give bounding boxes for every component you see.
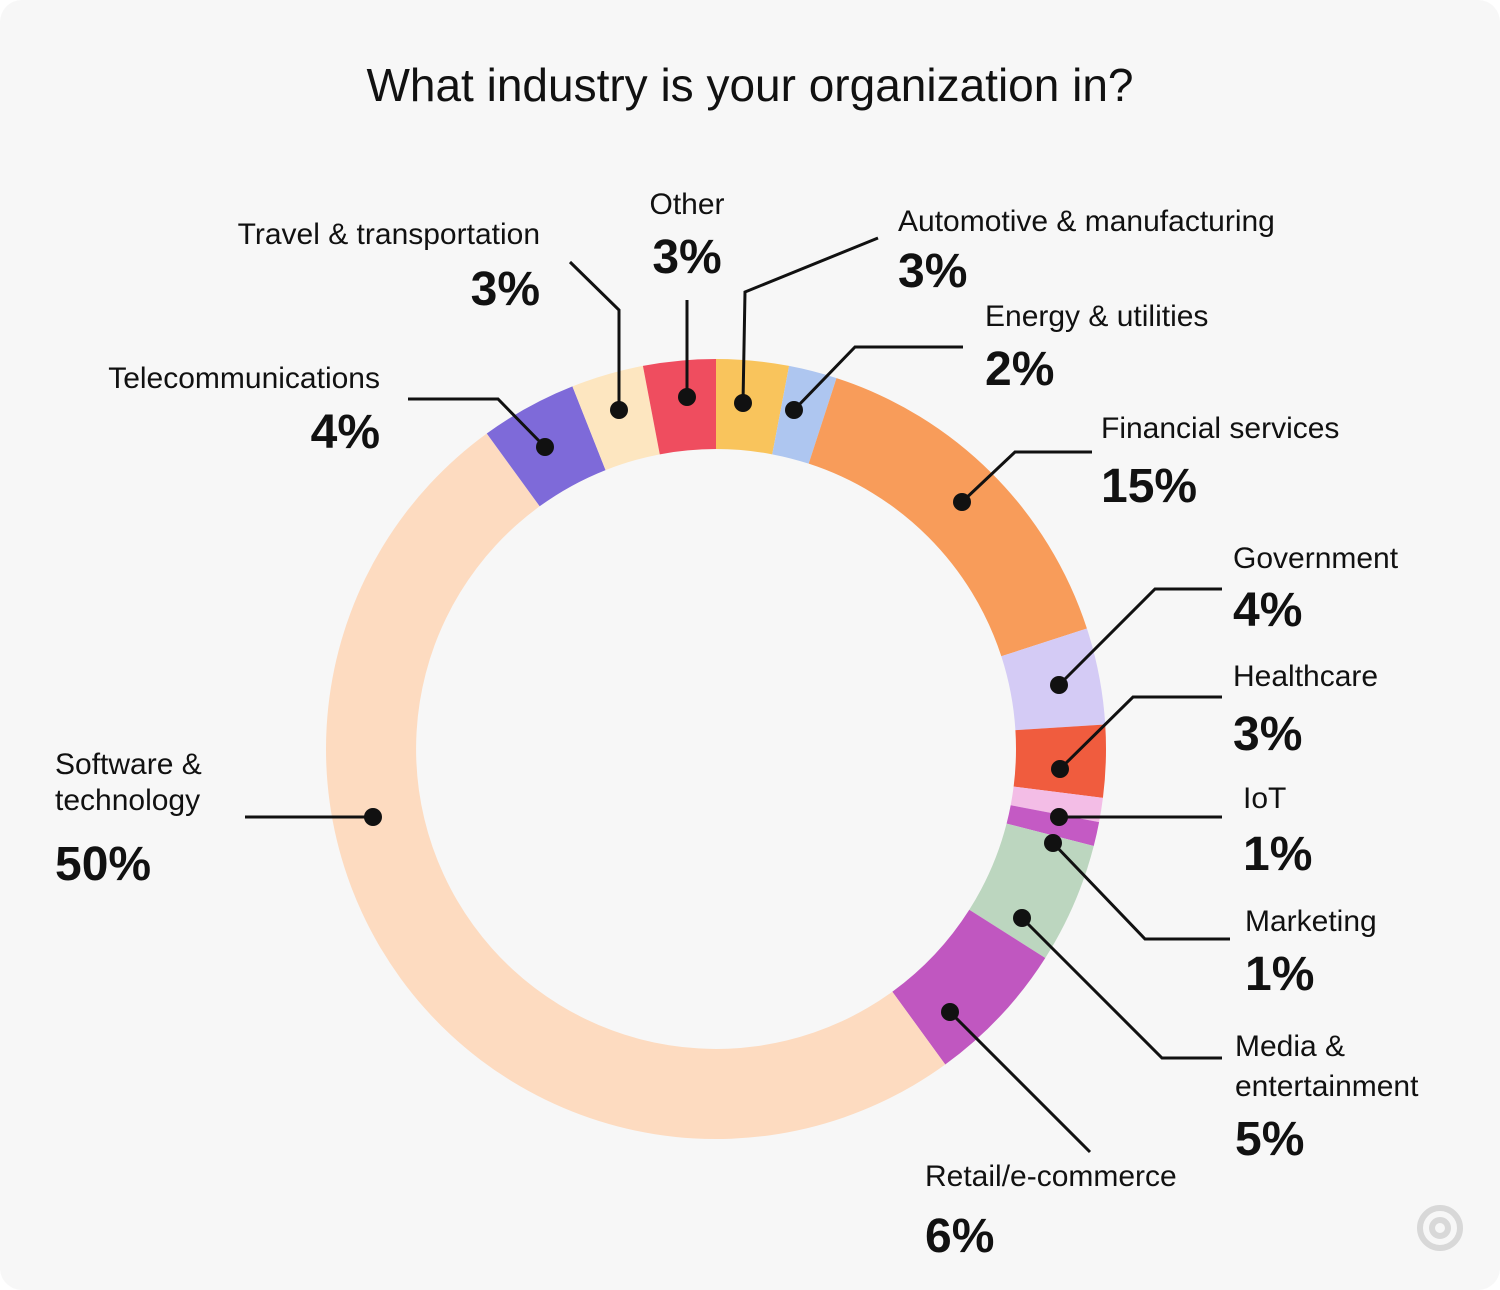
leader-line bbox=[960, 450, 1092, 504]
slice-label: IoT bbox=[1243, 782, 1287, 815]
slice-label: Financial services bbox=[1101, 412, 1340, 445]
leader-dot bbox=[785, 401, 803, 419]
value-label: 3% bbox=[1233, 708, 1303, 761]
leader-line bbox=[568, 260, 621, 410]
leader-line bbox=[408, 397, 547, 449]
slice-label: Government bbox=[1233, 542, 1399, 575]
donut-slice bbox=[1006, 805, 1100, 846]
leader-dot bbox=[1051, 760, 1069, 778]
leader-line bbox=[741, 236, 879, 404]
donut-slice bbox=[716, 359, 790, 455]
leader-dot bbox=[953, 493, 971, 511]
slice-label: Energy & utilities bbox=[985, 300, 1209, 333]
leader-dot bbox=[610, 401, 628, 419]
value-label: 2% bbox=[985, 343, 1055, 396]
donut-slice bbox=[772, 365, 837, 464]
leader-dot bbox=[734, 394, 752, 412]
slice-label: Telecommunications bbox=[108, 362, 380, 395]
leader-line bbox=[1051, 841, 1230, 941]
leader-dot bbox=[1050, 808, 1068, 826]
slice-label: Other bbox=[649, 188, 725, 221]
value-label: 15% bbox=[1101, 460, 1198, 513]
leader-line bbox=[1058, 695, 1222, 771]
leader-dot bbox=[364, 808, 382, 826]
donut-slice bbox=[1010, 786, 1103, 823]
value-label: 3% bbox=[652, 231, 722, 284]
leader-dot bbox=[1050, 676, 1068, 694]
slice-label: Automotive & manufacturing bbox=[898, 205, 1275, 238]
slice-label: Travel & transportation bbox=[237, 218, 540, 251]
leader-dot bbox=[536, 438, 554, 456]
leader-line bbox=[792, 345, 963, 412]
donut-slice bbox=[969, 823, 1094, 958]
logo bbox=[1417, 1205, 1463, 1251]
leader-dot bbox=[1044, 834, 1062, 852]
value-label: 4% bbox=[310, 406, 380, 459]
donut-slice bbox=[642, 359, 716, 455]
chart-title: What industry is your organization in? bbox=[366, 59, 1134, 111]
value-label: 1% bbox=[1243, 828, 1313, 881]
donut-slice bbox=[808, 378, 1087, 657]
value-label: 1% bbox=[1245, 948, 1315, 1001]
donut-slice bbox=[892, 909, 1046, 1065]
value-label: 50% bbox=[55, 838, 152, 891]
value-label: 5% bbox=[1235, 1113, 1305, 1166]
value-label: 3% bbox=[898, 245, 968, 298]
donut-slice bbox=[326, 433, 946, 1139]
slice-label: Media & entertainment bbox=[1235, 1030, 1419, 1103]
slice-label: Healthcare bbox=[1233, 660, 1379, 693]
slice-label: Retail/e-commerce bbox=[925, 1160, 1177, 1193]
leader-dot bbox=[1013, 909, 1031, 927]
slice-label: Software & technology bbox=[55, 748, 202, 817]
leader-dot bbox=[678, 388, 696, 406]
leader-line bbox=[1057, 587, 1222, 687]
leader-line bbox=[1020, 916, 1222, 1060]
leader-line bbox=[948, 1010, 1092, 1154]
value-label: 4% bbox=[1233, 584, 1303, 637]
slice-label: Marketing bbox=[1245, 905, 1377, 938]
value-label: 3% bbox=[470, 263, 540, 316]
value-label: 6% bbox=[925, 1210, 995, 1263]
leader-dot bbox=[941, 1003, 959, 1021]
